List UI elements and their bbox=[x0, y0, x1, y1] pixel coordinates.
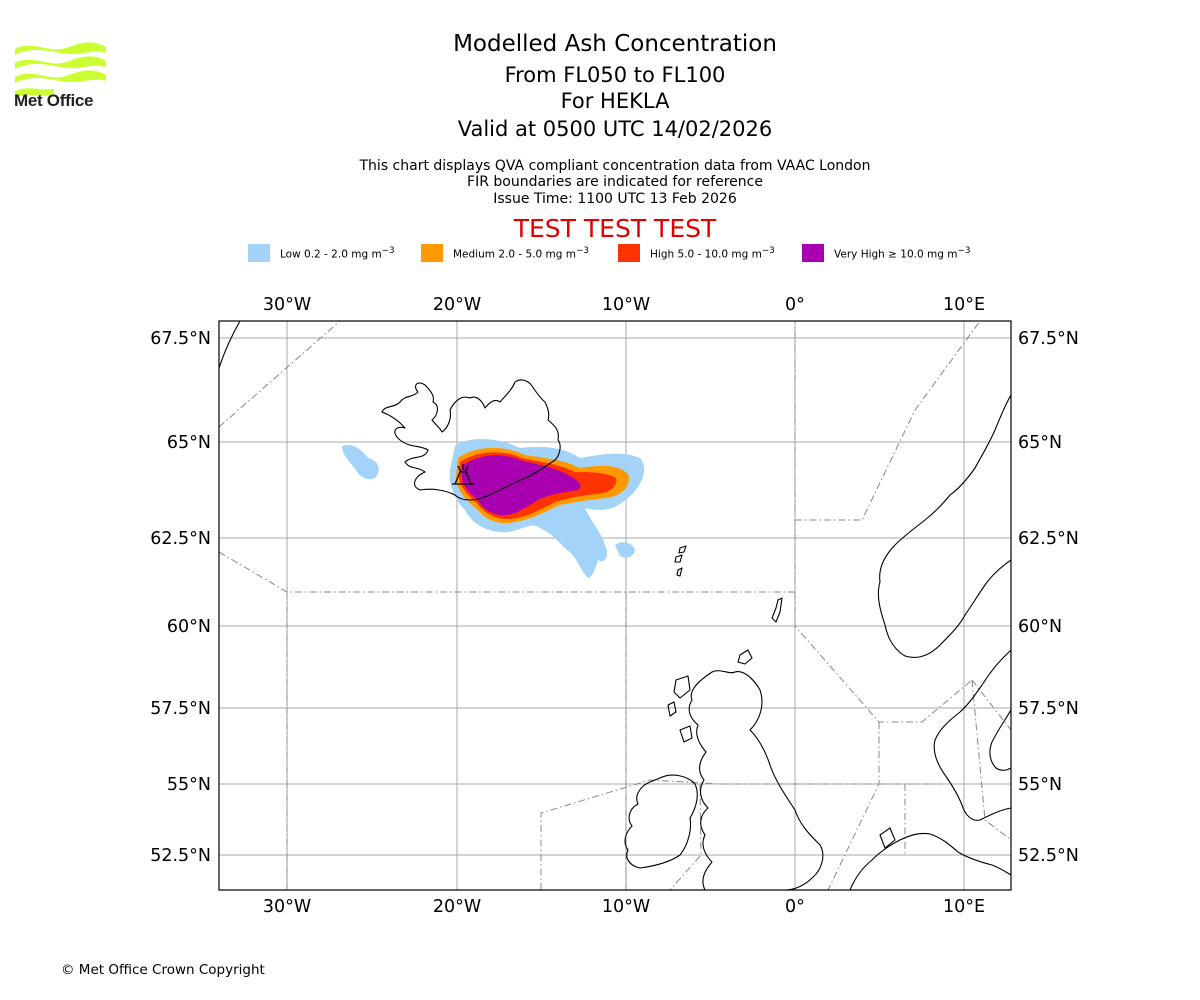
ash-very-high bbox=[461, 455, 581, 516]
lat-label: 60°N bbox=[167, 617, 211, 637]
legend-swatch-high bbox=[618, 244, 640, 262]
lat-label: 55°N bbox=[1018, 775, 1062, 795]
lon-label: 30°W bbox=[263, 295, 311, 315]
copyright: © Met Office Crown Copyright bbox=[61, 962, 265, 978]
lat-label: 55°N bbox=[167, 775, 211, 795]
legend-label-medium: Medium 2.0 - 5.0 mg m−3 bbox=[453, 245, 589, 261]
lat-label: 65°N bbox=[167, 433, 211, 453]
lon-label: 30°W bbox=[263, 897, 311, 917]
lat-label: 62.5°N bbox=[150, 529, 211, 549]
lat-labels-left: 67.5°N 65°N 62.5°N 60°N 57.5°N 55°N 52.5… bbox=[150, 329, 211, 866]
lat-label: 67.5°N bbox=[1018, 329, 1079, 349]
lat-label: 52.5°N bbox=[1018, 846, 1079, 866]
legend-swatch-low bbox=[248, 244, 270, 262]
lat-label: 60°N bbox=[1018, 617, 1062, 637]
logo-text: Met Office bbox=[14, 91, 94, 110]
lat-labels-right: 67.5°N 65°N 62.5°N 60°N 57.5°N 55°N 52.5… bbox=[1018, 329, 1079, 866]
lon-label: 0° bbox=[785, 295, 805, 315]
lon-label: 0° bbox=[785, 897, 805, 917]
test-banner: TEST TEST TEST bbox=[513, 214, 717, 243]
info-line-fir: FIR boundaries are indicated for referen… bbox=[467, 174, 763, 190]
info-line-qva: This chart displays QVA compliant concen… bbox=[359, 158, 871, 174]
lon-labels-top: 30°W 20°W 10°W 0° 10°E bbox=[263, 295, 985, 315]
lon-label: 20°W bbox=[433, 295, 481, 315]
lat-label: 52.5°N bbox=[150, 846, 211, 866]
map-frame bbox=[218, 320, 1012, 891]
legend-item-high: High 5.0 - 10.0 mg m−3 bbox=[618, 244, 775, 262]
lat-label: 57.5°N bbox=[1018, 699, 1079, 719]
legend-swatch-very-high bbox=[802, 244, 824, 262]
lon-labels-bottom: 30°W 20°W 10°W 0° 10°E bbox=[263, 897, 985, 917]
coastlines bbox=[219, 321, 1011, 890]
legend-swatch-medium bbox=[421, 244, 443, 262]
lon-label: 20°W bbox=[433, 897, 481, 917]
volcano-icon bbox=[452, 464, 474, 485]
lat-label: 62.5°N bbox=[1018, 529, 1079, 549]
fir-boundaries bbox=[219, 321, 1011, 890]
legend-label-low: Low 0.2 - 2.0 mg m−3 bbox=[280, 245, 395, 261]
legend-item-low: Low 0.2 - 2.0 mg m−3 bbox=[248, 244, 395, 262]
volcano-name: For HEKLA bbox=[560, 89, 670, 113]
graticule bbox=[219, 321, 1011, 890]
legend-item-very-high: Very High ≥ 10.0 mg m−3 bbox=[802, 244, 970, 262]
lat-label: 57.5°N bbox=[150, 699, 211, 719]
valid-time: Valid at 0500 UTC 14/02/2026 bbox=[457, 117, 773, 141]
met-office-logo-icon bbox=[15, 42, 106, 97]
lat-label: 65°N bbox=[1018, 433, 1062, 453]
lon-label: 10°W bbox=[602, 295, 650, 315]
chart-title: Modelled Ash Concentration bbox=[453, 31, 777, 57]
legend-label-high: High 5.0 - 10.0 mg m−3 bbox=[650, 245, 775, 261]
lat-label: 67.5°N bbox=[150, 329, 211, 349]
lon-label: 10°W bbox=[602, 897, 650, 917]
lon-label: 10°E bbox=[943, 295, 985, 315]
issue-time: Issue Time: 1100 UTC 13 Feb 2026 bbox=[493, 191, 737, 207]
lon-label: 10°E bbox=[943, 897, 985, 917]
legend-item-medium: Medium 2.0 - 5.0 mg m−3 bbox=[421, 244, 589, 262]
flight-levels: From FL050 to FL100 bbox=[504, 63, 726, 87]
legend-label-very-high: Very High ≥ 10.0 mg m−3 bbox=[834, 245, 971, 261]
